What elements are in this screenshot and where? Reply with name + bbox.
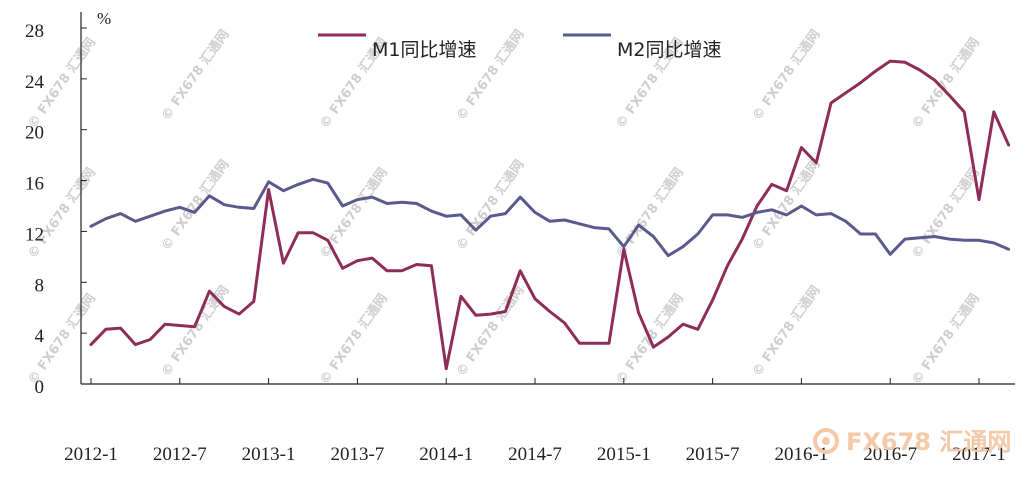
watermark-text: © FX678 汇通网: [453, 157, 528, 254]
x-tick-label: 2013-1: [242, 444, 296, 465]
x-tick-label: 2015-7: [686, 444, 740, 465]
logo-dot-icon: [822, 437, 830, 445]
logo-circle-icon: [813, 428, 839, 454]
axes: %: [80, 9, 1015, 385]
watermark-text: © FX678 汇通网: [316, 165, 391, 262]
y-tick-label: 20: [25, 123, 44, 144]
watermark-text: © FX678 汇通网: [749, 27, 824, 124]
legend-label-m2: M2同比增速: [617, 39, 721, 61]
y-tick-label: 0: [35, 377, 45, 398]
watermark-layer: © FX678 汇通网 © FX678 汇通网 © FX678 汇通网 © FX678…: [24, 27, 983, 388]
series-layer: [89, 59, 1011, 371]
watermark-text: © FX678 汇通网: [158, 27, 233, 124]
x-tick-label: 2012-7: [153, 444, 207, 465]
y-tick-label: 8: [35, 275, 45, 296]
logo-text: FX678 汇通网: [846, 428, 1011, 456]
x-tick-label: 2014-1: [419, 444, 473, 465]
watermark-text: © FX678 汇通网: [453, 283, 528, 380]
legend-label-m1: M1同比增速: [372, 39, 476, 61]
watermark-text: © FX678 汇通网: [316, 291, 391, 388]
x-tick-label: 2012-1: [64, 444, 118, 465]
y-tick-label: 28: [25, 21, 44, 42]
x-tick-label: 2014-7: [508, 444, 562, 465]
y-ticks: 0 4 8 12 16 20 24 28: [25, 21, 87, 398]
watermark-text: © FX678 汇通网: [158, 157, 233, 254]
watermark-text: © FX678 汇通网: [908, 35, 983, 132]
y-tick-label: 24: [25, 72, 45, 93]
watermark-text: © FX678 汇通网: [908, 165, 983, 262]
watermark-text: © FX678 汇通网: [749, 283, 824, 380]
x-tick-label: 2013-7: [330, 444, 384, 465]
x-tick-label: 2017-1: [952, 444, 1006, 465]
brand-logo: FX678 汇通网: [813, 428, 1011, 456]
x-ticks: 2012-1 2012-7 2013-1 2013-7 2014-1 2014-7 2015…: [64, 378, 1006, 465]
watermark-text: © FX678 汇通网: [158, 283, 233, 380]
watermark-text: © FX678 汇通网: [908, 291, 983, 388]
legend: M1同比增速 M2同比增速: [318, 33, 721, 61]
watermark-text: © FX678 汇通网: [749, 157, 824, 254]
y-tick-label: 12: [25, 224, 44, 245]
series-line-m1: [89, 59, 1011, 371]
x-tick-label: 2016-1: [774, 444, 828, 465]
y-tick-label: 16: [25, 174, 44, 195]
x-tick-label: 2016-7: [863, 444, 917, 465]
y-tick-label: 4: [35, 326, 45, 347]
series-line-m2: [89, 177, 1011, 258]
y-axis-unit: %: [97, 9, 111, 28]
x-tick-label: 2015-1: [597, 444, 651, 465]
